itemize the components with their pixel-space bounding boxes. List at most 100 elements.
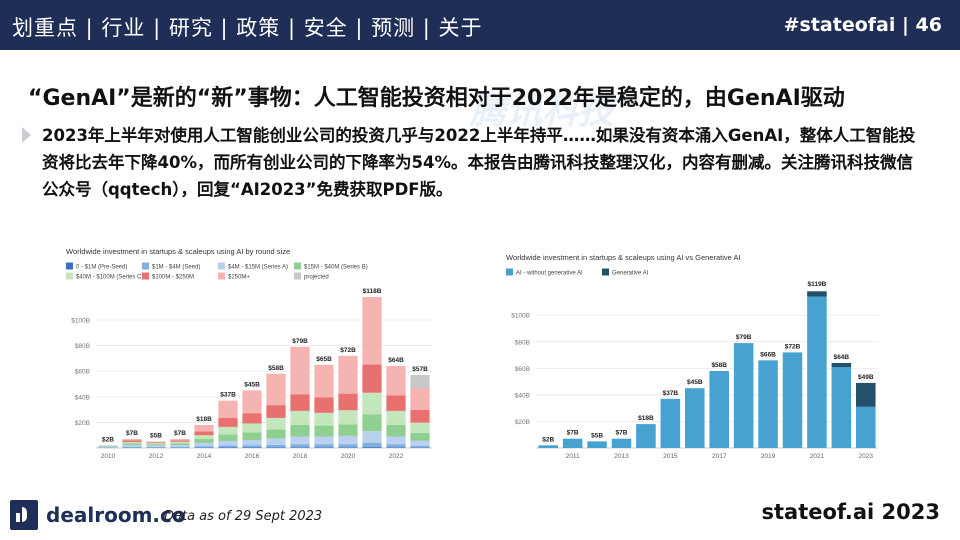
legend-label: $15M - $40M (Series B) [304,265,368,271]
bar-segment [170,446,190,448]
bar-segment [410,388,430,410]
bar-segment [660,398,681,448]
bar-segment [338,435,358,445]
total-label: $65B [316,356,332,363]
bar-segment [290,410,310,425]
bar-segment [338,410,358,425]
bar-segment [122,441,142,444]
legend-label: Generative AI [612,271,649,277]
total-label: $45B [687,379,703,386]
legend-swatch [142,262,149,270]
legend-swatch [142,272,149,280]
bar-segment [218,445,238,448]
bar-segment [314,447,334,448]
bar-segment [194,439,214,443]
bar-segment [266,444,286,448]
bar-segment [242,447,262,448]
data-note: Data as of 29 Sept 2023 [164,509,323,524]
bar-segment [314,412,334,426]
total-label: $18B [638,415,654,422]
bar-segment [338,444,358,448]
x-tick-label: 2018 [293,453,308,460]
legend-label: $250M+ [228,275,250,281]
nav-links[interactable]: 划重点 | 行业 | 研究 | 政策 | 安全 | 预测 | 关于 [12,16,483,40]
total-label: $7B [616,430,628,437]
x-tick-label: 2021 [810,453,825,460]
total-label: $2B [542,436,554,443]
total-label: $58B [711,362,727,369]
y-tick-label: $100B [71,318,90,325]
legend-label: 0 - $1M (Pre-Seed) [76,265,127,271]
bar-segment [98,445,118,447]
bar-segment [194,431,214,436]
bar-segment [266,405,286,418]
y-tick-label: $40B [75,394,90,401]
legend-label: $40M - $100M (Series C) [76,275,143,281]
y-tick-label: $80B [515,339,530,346]
legend-label: AI - without generative AI [516,271,583,277]
x-tick-label: 2012 [149,453,164,460]
bar-segment [831,366,852,448]
bar-segment [122,439,142,441]
x-tick-label: 2013 [614,453,629,460]
bar-segment [242,432,262,441]
bar-segment [290,394,310,411]
bar-segment [122,443,142,446]
bar-segment [362,442,382,448]
bar-segment [266,417,286,430]
bar-segment [122,440,142,442]
bar-segment [122,445,142,447]
bar-segment [266,429,286,439]
bar-segment [290,424,310,437]
bar-segment [146,443,166,445]
bar-segment [146,444,166,446]
bullet [22,127,31,143]
total-label: $72B [785,343,801,350]
bar-segment [410,375,430,389]
legend-swatch [294,262,301,270]
bar-segment [386,424,406,437]
bar-segment [314,425,334,437]
bar-segment [242,445,262,448]
bar-segment [314,436,334,445]
bar-segment [146,442,166,444]
total-label: $64B [388,357,404,364]
chart-title: Worldwide investment in startups & scale… [506,253,741,262]
bar-segment [218,400,238,418]
bar-segment [314,397,334,413]
total-label: $58B [268,365,284,372]
bar-segment [709,370,729,448]
bar-segment [314,444,334,448]
bar-segment [338,355,358,394]
bar-segment [122,446,142,448]
legend-swatch [506,268,513,276]
bar-segment [98,447,118,448]
bar-segment [386,447,406,448]
x-tick-label: 2017 [712,453,727,460]
chart-title: Worldwide investment in startups & scale… [66,247,290,256]
x-tick-label: 2011 [566,453,580,460]
y-tick-label: $60B [75,369,90,376]
y-tick-label: $40B [515,392,530,399]
bar-segment [410,445,430,448]
total-label: $49B [858,374,874,381]
bar-segment [170,439,190,441]
total-label: $57B [412,366,428,373]
bar-segment [338,393,358,411]
total-label: $79B [736,334,752,341]
logo [10,500,38,530]
total-label: $2B [102,436,114,443]
bar-segment [831,363,852,367]
total-label: $18B [196,416,212,423]
page-tag: #stateofai | 46 [783,14,942,36]
total-label: $66B [760,351,776,358]
bar-segment [290,436,310,445]
bar-segment [218,434,238,441]
bar-segment [636,424,656,448]
x-tick-label: 2010 [101,453,116,460]
bar-segment [218,417,238,427]
bar-segment [611,438,632,448]
legend-label: $100M - $250M [152,275,194,281]
bar-segment [266,438,286,445]
